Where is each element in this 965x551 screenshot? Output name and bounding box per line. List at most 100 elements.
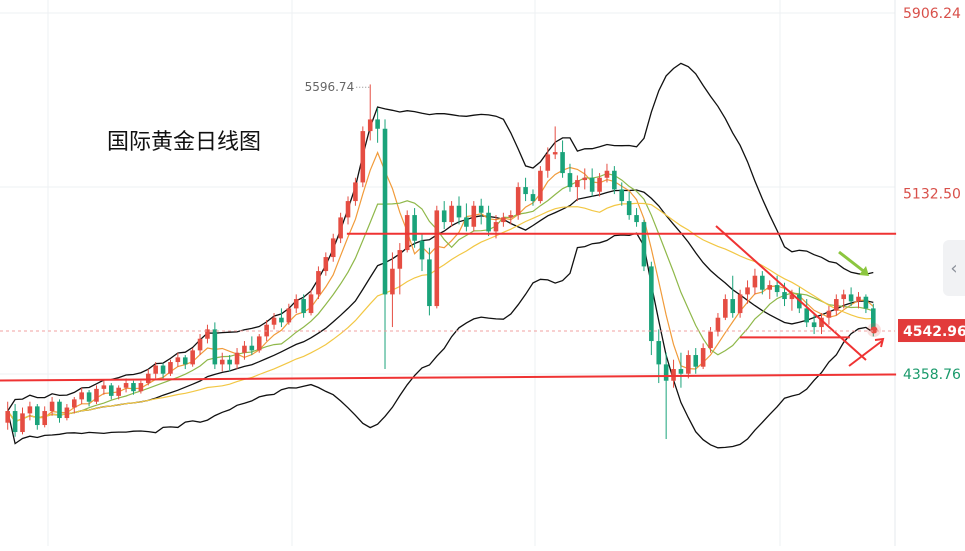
candle-body — [242, 345, 247, 353]
current-price-tag — [898, 319, 965, 343]
candle-body — [464, 217, 469, 227]
candle-body — [745, 287, 750, 295]
bollinger-bands — [7, 62, 874, 449]
candle-body — [641, 222, 647, 267]
candle-body — [575, 180, 580, 188]
candle-body — [175, 357, 181, 363]
candle-body — [760, 275, 765, 290]
candle-body — [353, 182, 358, 202]
candle-body — [249, 345, 255, 351]
candle-body — [101, 385, 107, 389]
candle-body — [345, 201, 351, 218]
candle-body — [308, 294, 314, 314]
price-tick-label: 5132.50 — [903, 187, 961, 203]
candle-body — [545, 154, 551, 171]
candle-body — [811, 322, 817, 328]
up-arrow-icon — [874, 337, 885, 348]
candle-body — [323, 257, 329, 272]
candle-body — [367, 119, 373, 132]
candle-body — [301, 299, 306, 314]
current-price-halo — [867, 323, 881, 338]
candle-body — [515, 187, 521, 216]
candle-body — [338, 217, 343, 239]
candle-body — [856, 296, 861, 302]
price-tick-label: 4358.76 — [903, 367, 961, 383]
candle-body — [427, 259, 432, 307]
candle-body — [730, 299, 736, 314]
candle-body — [293, 299, 299, 309]
candle-body — [419, 240, 425, 260]
candle-body — [12, 411, 18, 433]
candle-body — [94, 388, 99, 402]
candle-body — [42, 411, 47, 426]
candle-body — [774, 285, 780, 293]
candle-body — [589, 177, 595, 192]
candle-body — [560, 152, 565, 174]
candle-body — [49, 401, 55, 412]
candle-body — [182, 357, 188, 365]
candle-body — [700, 348, 706, 367]
candle-body — [160, 365, 166, 374]
candle-body — [27, 406, 33, 414]
candle-body — [168, 362, 173, 374]
candle-body — [404, 215, 410, 251]
candle-body — [108, 385, 114, 396]
candle-body — [449, 205, 454, 223]
candle-body — [686, 355, 691, 374]
candle-body — [752, 275, 758, 288]
candle-body — [34, 406, 40, 426]
bollinger-middle-line — [7, 189, 874, 423]
candle-body — [530, 194, 536, 202]
current-price-dot — [870, 326, 878, 334]
chart-title: 国际黄金日线图 — [107, 130, 262, 155]
candle-body — [86, 392, 92, 402]
candle-body — [582, 177, 588, 181]
candle-body — [153, 365, 158, 374]
candle-body — [57, 401, 62, 419]
candle-body — [227, 359, 232, 365]
candle-body — [271, 317, 277, 325]
candle-body — [197, 338, 203, 351]
down-arrow-icon — [838, 250, 867, 275]
candle-body — [671, 369, 676, 381]
candle-body — [604, 170, 610, 178]
candle-body — [612, 170, 617, 190]
descending-trendline — [715, 225, 867, 361]
candle-body — [552, 152, 558, 155]
ma5-line — [7, 151, 874, 423]
candle-body — [626, 201, 632, 216]
candle-body — [256, 336, 262, 351]
candle-body — [375, 119, 380, 129]
candle-body — [826, 310, 832, 318]
candle-body — [286, 308, 292, 323]
candle-body — [567, 173, 573, 188]
candle-body — [523, 187, 528, 195]
price-axis: 5906.24 5132.50 4358.76 4542.96 — [898, 6, 965, 383]
candle-body — [123, 383, 129, 388]
candle-body — [71, 399, 77, 408]
candle-body — [20, 413, 25, 433]
candle-body — [316, 271, 321, 295]
candle-body — [663, 364, 669, 381]
candle-body — [649, 266, 654, 342]
candle-body — [412, 215, 417, 241]
candle-body — [693, 355, 699, 367]
candle-body — [279, 317, 284, 323]
candle-body — [486, 212, 491, 232]
candle-body — [145, 373, 151, 384]
candle-body — [131, 383, 136, 392]
chevron-left-icon[interactable]: ‹ — [943, 240, 965, 296]
candle-body — [715, 317, 721, 332]
candle-body — [138, 383, 144, 392]
candle-body — [656, 341, 662, 365]
candle-body — [789, 294, 795, 300]
candle-body — [804, 308, 810, 323]
candle-body — [501, 217, 506, 223]
candle-body — [212, 329, 218, 365]
candle-body — [819, 317, 824, 328]
moving-averages — [7, 151, 874, 423]
candle-body — [678, 369, 684, 374]
candle-body — [708, 331, 713, 349]
